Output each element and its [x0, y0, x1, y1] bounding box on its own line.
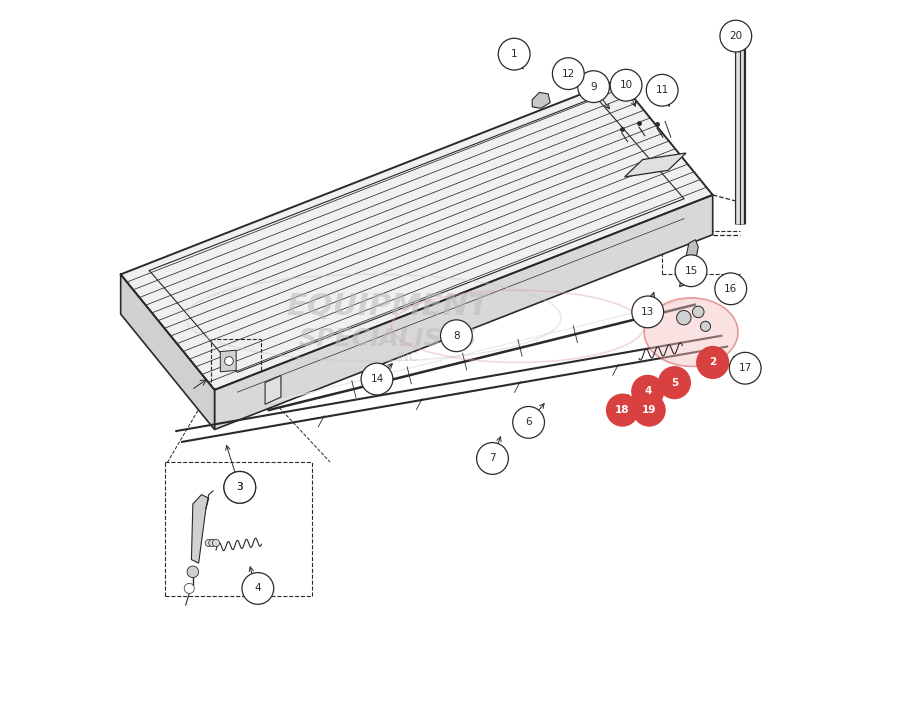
Text: 4: 4 [255, 583, 261, 593]
Text: 13: 13 [641, 307, 653, 317]
Polygon shape [191, 495, 209, 563]
Circle shape [498, 38, 529, 70]
Circle shape [606, 394, 638, 426]
Polygon shape [624, 153, 686, 177]
Circle shape [692, 306, 703, 318]
Circle shape [632, 394, 664, 426]
Circle shape [609, 69, 641, 101]
Circle shape [675, 310, 690, 325]
Text: 12: 12 [562, 69, 574, 79]
Polygon shape [220, 350, 236, 372]
Circle shape [223, 471, 255, 503]
Text: 1: 1 [510, 49, 516, 59]
Text: 3: 3 [236, 482, 243, 492]
Circle shape [184, 583, 194, 593]
Text: INC.: INC. [396, 351, 422, 364]
Circle shape [440, 320, 471, 352]
Circle shape [209, 539, 216, 547]
Text: 5: 5 [670, 378, 677, 388]
Text: 16: 16 [723, 284, 736, 294]
Circle shape [658, 367, 689, 399]
Text: 3: 3 [236, 482, 243, 492]
Text: 17: 17 [738, 363, 751, 373]
Circle shape [577, 71, 608, 103]
Text: 19: 19 [641, 405, 655, 415]
Text: 10: 10 [618, 80, 632, 90]
Polygon shape [120, 274, 214, 430]
Polygon shape [679, 240, 698, 287]
Circle shape [631, 375, 663, 407]
Text: 18: 18 [615, 405, 629, 415]
Circle shape [696, 347, 728, 378]
Circle shape [714, 273, 746, 305]
Text: 15: 15 [684, 266, 697, 276]
Polygon shape [120, 79, 712, 390]
Circle shape [512, 406, 544, 438]
Circle shape [645, 74, 677, 106]
Circle shape [223, 471, 255, 503]
Circle shape [360, 363, 392, 395]
Circle shape [476, 443, 508, 474]
Text: 9: 9 [590, 82, 596, 92]
Text: 7: 7 [489, 453, 495, 464]
Circle shape [212, 539, 220, 547]
Text: 6: 6 [525, 417, 531, 427]
Text: 2: 2 [709, 357, 716, 367]
Circle shape [675, 255, 706, 287]
Text: EQUIPMENT: EQUIPMENT [286, 292, 489, 321]
Polygon shape [214, 195, 712, 430]
Polygon shape [531, 92, 550, 108]
Circle shape [551, 58, 584, 90]
Text: 8: 8 [452, 331, 460, 341]
Text: 4: 4 [643, 386, 651, 396]
Circle shape [631, 296, 663, 328]
Circle shape [224, 357, 233, 365]
Polygon shape [265, 375, 280, 404]
Text: SPECIALISTS: SPECIALISTS [298, 327, 477, 352]
Circle shape [720, 20, 751, 52]
Text: 11: 11 [655, 85, 668, 95]
Circle shape [729, 352, 760, 384]
Circle shape [205, 539, 212, 547]
Text: 20: 20 [729, 31, 742, 41]
Text: 14: 14 [370, 374, 383, 384]
Circle shape [187, 566, 199, 578]
Ellipse shape [643, 297, 737, 366]
Circle shape [242, 573, 274, 604]
Circle shape [699, 321, 709, 331]
